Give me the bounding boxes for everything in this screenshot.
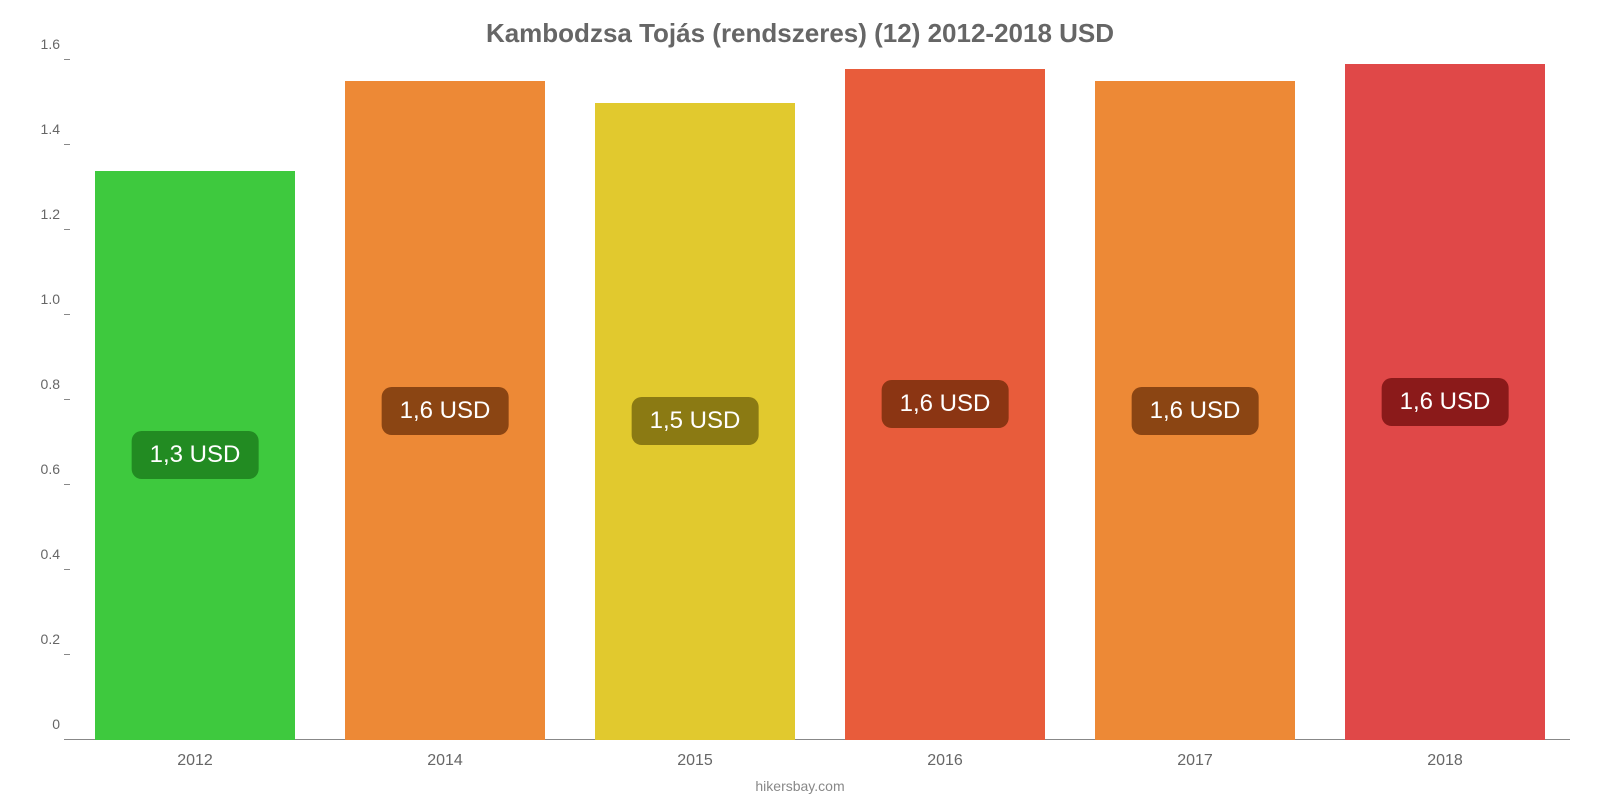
bar: 1,6 USD [345,81,545,740]
y-tick-label: 1.0 [10,291,70,307]
x-tick-label: 2012 [70,752,320,770]
y-tick-label: 0.8 [10,376,70,392]
x-tick-label: 2016 [820,752,1070,770]
bar-value-label: 1,6 USD [882,380,1009,428]
bar: 1,6 USD [845,69,1045,741]
x-tick-label: 2018 [1320,752,1570,770]
plot-area: 00.20.40.60.81.01.21.41.6 1,3 USD1,6 USD… [70,60,1570,740]
y-tick-label: 0.2 [10,631,70,647]
bar-cell: 1,5 USD [570,60,820,740]
bar-cell: 1,6 USD [320,60,570,740]
bar-cell: 1,6 USD [820,60,1070,740]
x-axis-labels: 201220142015201620172018 [70,752,1570,770]
bar: 1,5 USD [595,103,795,741]
source-label: hikersbay.com [0,778,1600,794]
chart-title: Kambodzsa Tojás (rendszeres) (12) 2012-2… [0,18,1600,49]
bar: 1,6 USD [1345,64,1545,740]
bar: 1,3 USD [95,171,295,741]
bar-cell: 1,6 USD [1070,60,1320,740]
y-tick-label: 1.2 [10,206,70,222]
bar: 1,6 USD [1095,81,1295,740]
bar-value-label: 1,6 USD [1132,387,1259,435]
bar-value-label: 1,3 USD [132,431,259,479]
x-tick-label: 2017 [1070,752,1320,770]
x-tick-label: 2014 [320,752,570,770]
x-tick-label: 2015 [570,752,820,770]
y-tick-label: 1.4 [10,121,70,137]
y-tick-label: 0 [10,716,70,732]
bar-value-label: 1,6 USD [382,387,509,435]
bar-cell: 1,6 USD [1320,60,1570,740]
bar-value-label: 1,5 USD [632,397,759,445]
bar-cell: 1,3 USD [70,60,320,740]
bars-row: 1,3 USD 1,6 USD 1,5 USD 1,6 USD 1,6 USD 1,6 U… [70,60,1570,740]
bar-value-label: 1,6 USD [1382,378,1509,426]
y-tick-label: 0.4 [10,546,70,562]
y-tick-label: 0.6 [10,461,70,477]
y-tick-label: 1.6 [10,36,70,52]
chart-container: Kambodzsa Tojás (rendszeres) (12) 2012-2… [0,0,1600,800]
